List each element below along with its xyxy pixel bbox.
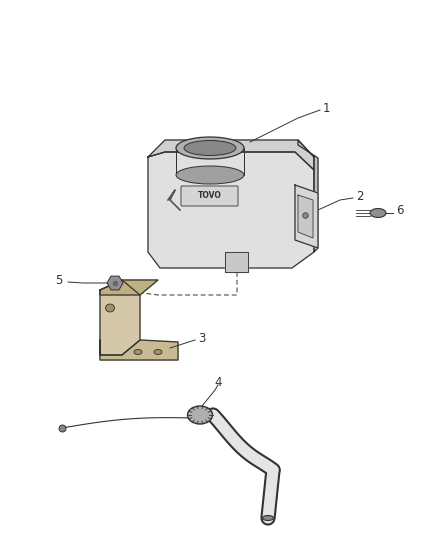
- Text: 6: 6: [396, 205, 403, 217]
- Ellipse shape: [106, 304, 114, 312]
- Polygon shape: [298, 140, 318, 252]
- Ellipse shape: [187, 406, 212, 424]
- Text: 3: 3: [198, 332, 205, 344]
- Ellipse shape: [176, 137, 244, 159]
- Polygon shape: [148, 152, 314, 268]
- Polygon shape: [298, 195, 313, 238]
- Ellipse shape: [262, 515, 273, 521]
- Polygon shape: [100, 280, 140, 355]
- Ellipse shape: [134, 350, 142, 354]
- Text: 2: 2: [356, 190, 364, 203]
- Ellipse shape: [184, 141, 236, 156]
- Text: TOVO: TOVO: [198, 191, 222, 200]
- Polygon shape: [295, 185, 318, 248]
- Text: 5: 5: [55, 273, 62, 287]
- Polygon shape: [148, 140, 314, 170]
- Ellipse shape: [370, 208, 386, 217]
- Ellipse shape: [176, 166, 244, 184]
- Polygon shape: [100, 280, 158, 295]
- Ellipse shape: [154, 350, 162, 354]
- FancyBboxPatch shape: [181, 186, 238, 206]
- Polygon shape: [100, 340, 178, 360]
- Polygon shape: [225, 252, 248, 272]
- Text: 4: 4: [214, 376, 222, 389]
- Text: 1: 1: [323, 101, 331, 115]
